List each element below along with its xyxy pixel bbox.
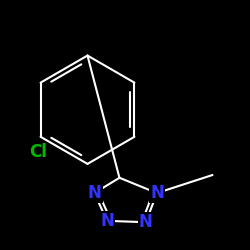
Text: N: N	[88, 184, 102, 202]
Text: N: N	[139, 213, 153, 231]
Text: Cl: Cl	[29, 143, 47, 161]
Text: N: N	[100, 212, 114, 230]
Text: N: N	[150, 184, 164, 202]
